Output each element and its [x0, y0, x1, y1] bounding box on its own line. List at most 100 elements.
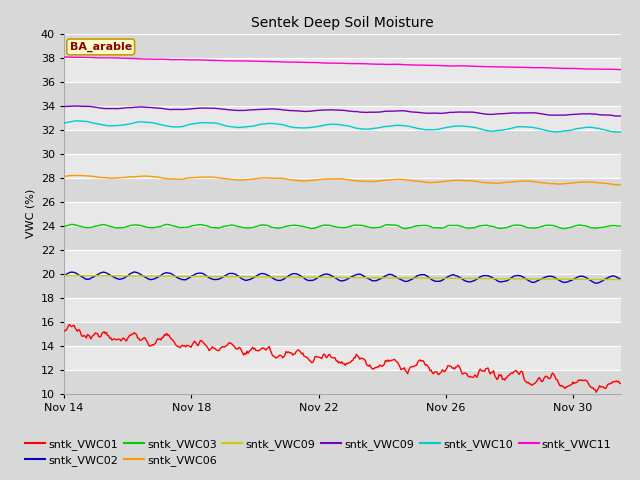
Bar	[64, 130, 621, 154]
sntk_VWC01	[593, 389, 600, 395]
sntk_VWC02	[393, 274, 401, 280]
sntk_VWC11	[518, 64, 525, 70]
sntk_VWC10	[605, 128, 612, 134]
sntk_VWC02	[131, 269, 138, 275]
Bar	[64, 178, 621, 202]
sntk_VWC03	[401, 226, 408, 231]
sntk_VWC11	[326, 60, 333, 66]
sntk_VWC09	[617, 276, 625, 282]
sntk_VWC03	[393, 222, 401, 228]
sntk_VWC01	[60, 328, 68, 334]
Line: sntk_VWC09: sntk_VWC09	[64, 106, 621, 116]
sntk_VWC09	[605, 112, 612, 118]
sntk_VWC02	[329, 274, 337, 279]
sntk_VWC10	[329, 121, 337, 127]
Line: sntk_VWC01: sntk_VWC01	[64, 324, 621, 392]
sntk_VWC10	[617, 129, 625, 135]
sntk_VWC11	[362, 61, 370, 67]
Line: sntk_VWC03: sntk_VWC03	[64, 224, 621, 228]
sntk_VWC09	[329, 107, 337, 113]
sntk_VWC03	[617, 223, 625, 229]
Line: sntk_VWC11: sntk_VWC11	[64, 57, 621, 70]
sntk_VWC11	[329, 60, 337, 66]
sntk_VWC09	[518, 110, 525, 116]
sntk_VWC10	[72, 118, 80, 124]
sntk_VWC02	[326, 272, 333, 277]
Bar	[64, 202, 621, 226]
sntk_VWC09	[393, 108, 401, 114]
sntk_VWC10	[393, 122, 401, 128]
sntk_VWC03	[606, 223, 614, 229]
sntk_VWC01	[606, 381, 614, 387]
sntk_VWC03	[60, 223, 68, 229]
sntk_VWC03	[326, 223, 333, 228]
Text: BA_arable: BA_arable	[70, 42, 132, 52]
sntk_VWC01	[393, 359, 401, 365]
sntk_VWC09	[60, 273, 68, 278]
sntk_VWC09	[516, 276, 524, 282]
Bar	[64, 370, 621, 394]
sntk_VWC10	[612, 129, 620, 135]
sntk_VWC02	[362, 275, 370, 280]
Bar	[64, 154, 621, 178]
sntk_VWC11	[393, 61, 401, 67]
Bar	[64, 250, 621, 274]
sntk_VWC11	[60, 54, 68, 60]
sntk_VWC09	[326, 107, 333, 113]
Title: Sentek Deep Soil Moisture: Sentek Deep Soil Moisture	[251, 16, 434, 30]
sntk_VWC11	[62, 54, 70, 60]
Bar	[64, 346, 621, 370]
sntk_VWC02	[606, 274, 614, 280]
Bar	[64, 226, 621, 250]
sntk_VWC01	[518, 368, 525, 374]
sntk_VWC06	[617, 182, 625, 188]
sntk_VWC09	[392, 275, 399, 281]
Line: sntk_VWC09: sntk_VWC09	[64, 276, 621, 279]
Bar	[64, 106, 621, 130]
sntk_VWC03	[362, 224, 370, 229]
sntk_VWC09	[617, 113, 625, 119]
Bar	[64, 34, 621, 58]
sntk_VWC03	[329, 223, 337, 229]
sntk_VWC09	[72, 103, 80, 109]
Legend: sntk_VWC01, sntk_VWC02, sntk_VWC03, sntk_VWC06, sntk_VWC09, sntk_VWC09, sntk_VWC: sntk_VWC01, sntk_VWC02, sntk_VWC03, sntk…	[25, 439, 612, 466]
sntk_VWC01	[362, 361, 370, 367]
sntk_VWC06	[393, 176, 401, 182]
sntk_VWC02	[617, 276, 625, 282]
Bar	[64, 274, 621, 298]
sntk_VWC11	[617, 67, 625, 72]
sntk_VWC09	[362, 109, 370, 115]
sntk_VWC06	[362, 179, 370, 184]
sntk_VWC09	[328, 275, 335, 280]
sntk_VWC01	[326, 351, 333, 357]
sntk_VWC09	[362, 275, 369, 280]
sntk_VWC03	[163, 221, 170, 227]
Line: sntk_VWC06: sntk_VWC06	[64, 175, 621, 185]
Bar	[64, 322, 621, 346]
sntk_VWC06	[518, 178, 525, 184]
sntk_VWC03	[519, 223, 527, 229]
sntk_VWC02	[60, 273, 68, 279]
sntk_VWC02	[518, 274, 525, 279]
sntk_VWC06	[326, 176, 333, 182]
sntk_VWC06	[605, 181, 612, 187]
sntk_VWC01	[329, 355, 337, 360]
sntk_VWC01	[617, 381, 625, 386]
sntk_VWC10	[60, 120, 68, 126]
Bar	[64, 298, 621, 322]
sntk_VWC06	[329, 176, 337, 182]
Bar	[64, 58, 621, 82]
sntk_VWC10	[326, 121, 333, 127]
sntk_VWC09	[614, 113, 621, 119]
sntk_VWC09	[60, 104, 68, 109]
sntk_VWC02	[593, 280, 600, 286]
sntk_VWC09	[324, 275, 332, 280]
Line: sntk_VWC02: sntk_VWC02	[64, 272, 621, 283]
Line: sntk_VWC10: sntk_VWC10	[64, 121, 621, 132]
sntk_VWC06	[60, 174, 68, 180]
sntk_VWC11	[605, 66, 612, 72]
Bar	[64, 82, 621, 106]
sntk_VWC01	[66, 322, 74, 327]
sntk_VWC06	[72, 172, 80, 178]
sntk_VWC10	[362, 126, 370, 132]
